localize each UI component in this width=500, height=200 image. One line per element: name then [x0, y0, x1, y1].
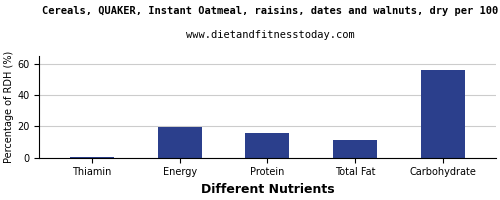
Text: www.dietandfitnesstoday.com: www.dietandfitnesstoday.com — [186, 30, 354, 40]
Bar — [421, 70, 465, 158]
Bar — [334, 140, 377, 158]
X-axis label: Different Nutrients: Different Nutrients — [200, 183, 334, 196]
Bar — [158, 127, 202, 158]
Text: Cereals, QUAKER, Instant Oatmeal, raisins, dates and walnuts, dry per 100: Cereals, QUAKER, Instant Oatmeal, raisin… — [42, 6, 498, 16]
Bar — [70, 157, 114, 158]
Y-axis label: Percentage of RDH (%): Percentage of RDH (%) — [4, 51, 14, 163]
Bar — [246, 133, 290, 158]
